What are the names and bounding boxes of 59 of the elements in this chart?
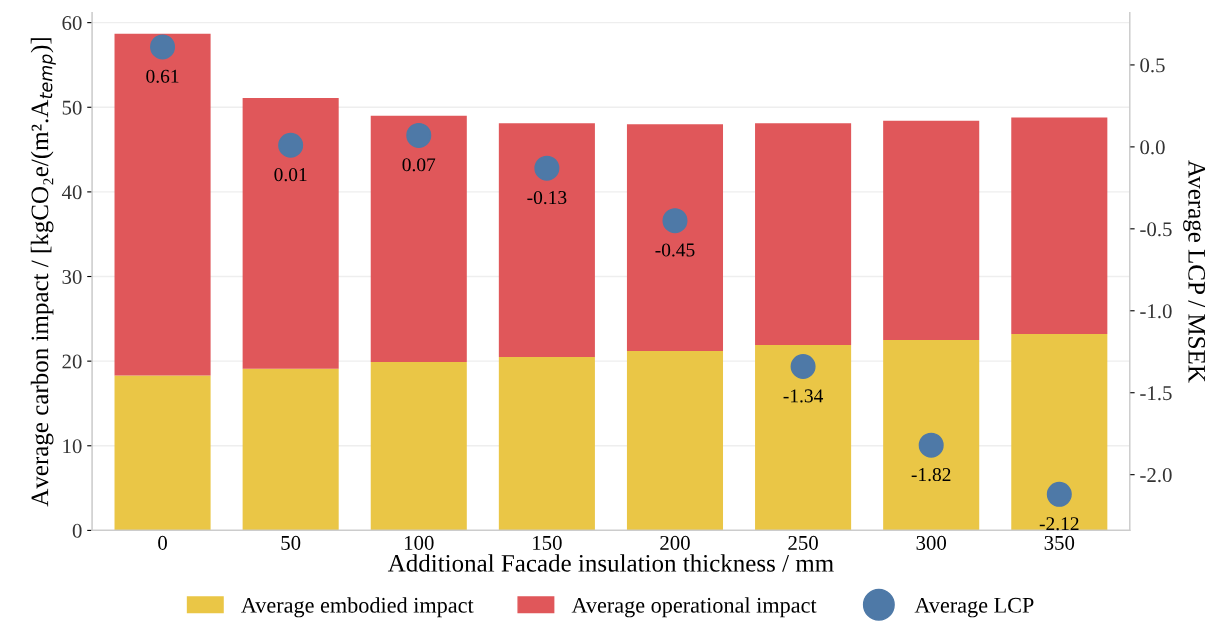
y2-tick-label: -0.5 xyxy=(1140,222,1172,237)
x-tick-label: 250 xyxy=(788,535,818,550)
data-label: 0.07 xyxy=(402,158,436,172)
x-tick-label: 50 xyxy=(281,535,301,550)
y-tick-label: 10 xyxy=(63,439,82,454)
data-label: -1.34 xyxy=(783,389,824,403)
bar xyxy=(883,339,980,531)
bar xyxy=(1011,334,1108,531)
bar xyxy=(626,124,724,351)
point xyxy=(790,354,816,380)
bar xyxy=(626,350,724,531)
bar xyxy=(242,97,339,369)
x-tick-label: 0 xyxy=(158,535,167,550)
point xyxy=(406,122,432,148)
bar xyxy=(883,120,980,340)
bar xyxy=(498,123,595,357)
y2-axis-title: Average LCP / MSEK xyxy=(1183,160,1206,383)
data-label: -2.12 xyxy=(1039,517,1079,531)
x-tick-label: 100 xyxy=(404,535,434,550)
bar xyxy=(370,361,467,531)
y2-tick-label: 0.0 xyxy=(1140,140,1165,155)
y2-tick-label: -1.5 xyxy=(1140,386,1172,401)
y-tick-label: 0 xyxy=(72,523,82,538)
x-tick-label: 350 xyxy=(1044,535,1075,550)
bar xyxy=(498,356,595,531)
y-tick-label: 20 xyxy=(62,354,82,369)
y-tick-label: 60 xyxy=(62,16,82,31)
data-label: -0.13 xyxy=(527,190,567,205)
y-tick-label: 40 xyxy=(61,185,82,200)
x-tick-label: 300 xyxy=(916,535,947,550)
data-label: 0.61 xyxy=(146,69,179,83)
legend-label: Average embodied impact xyxy=(241,597,474,618)
point xyxy=(278,132,304,158)
y2-tick-label: -2.0 xyxy=(1140,468,1172,483)
point xyxy=(1046,481,1072,507)
y-axis-title: Average carbon impact / [kgCO₂e/(m².A$_{temp}$)] xyxy=(30,38,56,507)
data-label: 0.01 xyxy=(274,168,307,182)
point xyxy=(150,34,176,60)
x-tick-label: 150 xyxy=(533,535,562,550)
y2-tick-label: 0.5 xyxy=(1140,58,1165,73)
y2-tick-label: -1.0 xyxy=(1140,304,1172,319)
y-tick-label: 30 xyxy=(62,269,82,284)
legend-label: Average LCP xyxy=(914,597,1034,618)
x-tick-label: 200 xyxy=(660,535,690,550)
point xyxy=(918,432,944,458)
bar xyxy=(370,115,467,362)
y-tick-label: 50 xyxy=(62,100,82,115)
bar xyxy=(114,33,211,376)
legend-label: Average operational impact xyxy=(571,597,817,618)
x-axis-title: Additional Facade insulation thickness / mm xyxy=(387,554,834,572)
bar xyxy=(1011,117,1108,335)
bar xyxy=(114,375,211,531)
data-label: -0.45 xyxy=(655,243,695,257)
bar xyxy=(755,345,852,531)
point xyxy=(662,208,688,234)
bar xyxy=(242,368,339,531)
bar xyxy=(755,123,852,346)
data-label: -1.82 xyxy=(911,467,951,482)
point xyxy=(534,155,560,181)
